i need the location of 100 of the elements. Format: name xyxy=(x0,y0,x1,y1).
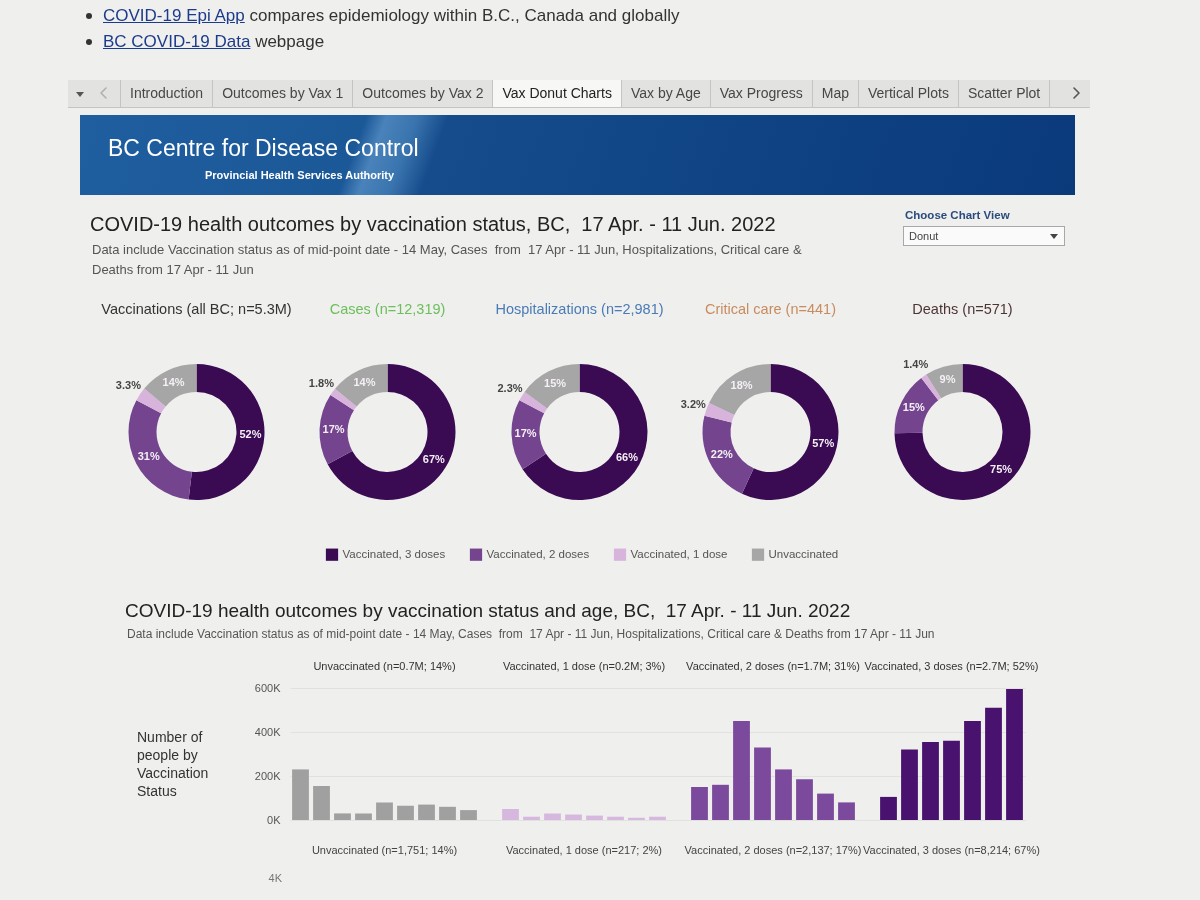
donut-slice xyxy=(894,377,938,434)
bar xyxy=(292,769,309,820)
text: compares epidemiology within B.C., Canada and globally xyxy=(249,6,680,25)
text: COVID-19 health outcomes by vaccination status, BC, 17 Apr. - 11 Jun. 2022 xyxy=(90,213,776,236)
data-label: 14% xyxy=(353,376,376,389)
bar xyxy=(607,816,624,820)
bar xyxy=(565,814,582,820)
data-label: 17% xyxy=(514,427,537,440)
bar xyxy=(838,802,855,820)
data-label: 52% xyxy=(238,428,262,441)
bar xyxy=(817,793,834,820)
bar xyxy=(796,779,813,820)
donut-slice xyxy=(188,364,264,500)
data-label: 18% xyxy=(730,379,753,392)
y-axis-title: Number of people by Vaccination Status xyxy=(137,728,210,800)
bar xyxy=(397,805,414,820)
data-label: 67% xyxy=(422,452,446,465)
donut-slice xyxy=(135,388,166,414)
data-label: 66% xyxy=(615,450,638,463)
donut-slice xyxy=(524,364,579,409)
text: Vaccinated, 1 dose (n=217; 2%) xyxy=(504,844,663,856)
text: Vaccinated, 3 doses (n=8,214; 67%) xyxy=(863,844,1040,856)
chart-title: Cases (n=12,319) xyxy=(329,300,446,317)
bar xyxy=(733,721,750,820)
donut-slice xyxy=(518,391,547,414)
data-label: 3.2% xyxy=(680,397,706,410)
tab: Introduction xyxy=(120,80,213,107)
bar xyxy=(754,747,771,820)
text: Vaccinated, 3 doses (n=2.7M; 52%) xyxy=(864,660,1039,672)
data-label: 9% xyxy=(939,373,956,386)
y-tick-label: 200K xyxy=(254,769,282,782)
tab: Vax by Age xyxy=(620,80,710,107)
bar xyxy=(943,740,960,820)
bar xyxy=(544,813,561,820)
text: COVID-19 Epi App xyxy=(103,6,245,25)
chart-title: Vaccinations (all BC; n=5.3M) xyxy=(100,300,292,317)
legend-label: Vaccinated, 3 doses xyxy=(342,547,445,560)
text: Unvaccinated (n=1,751; 14%) xyxy=(310,844,459,856)
text: Data include Vaccination status as of mid-point date - 14 May, Cases from 17 Apr - 11 Jun, Hospitalizations, Critical care & Deaths from 17 Apr - 11 Jun xyxy=(92,241,803,279)
chart-title: Critical care (n=441) xyxy=(705,300,836,317)
bar xyxy=(649,816,666,820)
data-label: 15% xyxy=(902,401,925,414)
bar xyxy=(880,796,897,820)
bar xyxy=(1006,689,1023,820)
tab: Scatter Plot xyxy=(957,80,1050,107)
donut-slice xyxy=(511,400,546,470)
bar xyxy=(334,813,351,820)
data-label: 1.4% xyxy=(902,357,928,370)
bar xyxy=(418,804,435,820)
tab: Map xyxy=(811,80,858,107)
legend-label: Unvaccinated xyxy=(768,547,838,560)
bar xyxy=(313,785,330,820)
data-label: 2.3% xyxy=(496,381,523,394)
donut-slice xyxy=(128,400,192,500)
data-label: 17% xyxy=(322,422,345,435)
data-label: 75% xyxy=(989,462,1012,475)
donut-slice xyxy=(920,374,941,401)
legend-label: Vaccinated, 1 dose xyxy=(630,547,727,560)
donut-slice xyxy=(704,402,735,423)
data-label: 1.8% xyxy=(308,376,335,389)
text: Data include Vaccination status as of mid-point date - 14 May, Cases from 17 Apr - 11 Jun, Hospitalizations, Critical care & Deaths from 17 Apr - 11 Jun xyxy=(127,627,935,641)
bar xyxy=(901,749,918,820)
y-tick-label: 0K xyxy=(267,813,282,826)
dropdown-field: Donut xyxy=(903,226,1065,246)
bar xyxy=(712,784,729,820)
bar xyxy=(964,721,981,820)
donut-slice xyxy=(319,394,354,465)
data-label: 31% xyxy=(137,450,160,463)
text: Unvaccinated (n=0.7M; 14%) xyxy=(312,660,457,672)
bar xyxy=(586,815,603,820)
bar xyxy=(502,809,519,820)
bar xyxy=(355,813,372,820)
text: Vaccinated, 2 doses (n=1.7M; 31%) xyxy=(686,660,860,672)
tab: Outcomes by Vax 1 xyxy=(212,80,353,107)
y-tick-label: 400K xyxy=(254,725,282,738)
donut-slice xyxy=(702,415,754,494)
donut-slice xyxy=(709,364,771,415)
tab: Vax Donut Charts xyxy=(492,80,621,107)
data-label: 57% xyxy=(812,436,835,449)
tab: Vax Progress xyxy=(709,80,812,107)
text: Vaccinated, 2 doses (n=2,137; 17%) xyxy=(684,844,862,856)
data-label: 14% xyxy=(162,376,185,389)
chart-title: Hospitalizations (n=2,981) xyxy=(494,300,664,317)
bar xyxy=(376,802,393,820)
bar xyxy=(775,769,792,820)
bar xyxy=(439,806,456,820)
y-tick-label: 600K xyxy=(254,681,282,694)
bar xyxy=(523,816,540,820)
text: webpage xyxy=(255,32,325,51)
bar xyxy=(691,787,708,820)
text: 4K xyxy=(267,872,282,884)
chart-title: Deaths (n=571) xyxy=(911,300,1013,317)
text: BC Centre for Disease Control xyxy=(108,135,419,162)
bar xyxy=(628,817,645,820)
bar xyxy=(922,741,939,820)
text: BC COVID-19 Data xyxy=(103,32,251,51)
tab: Vertical Plots xyxy=(857,80,958,107)
text: Choose Chart View xyxy=(905,209,1010,221)
data-label: 15% xyxy=(543,376,566,389)
text: COVID-19 health outcomes by vaccination status and age, BC, 17 Apr. - 11 Jun. 2022 xyxy=(125,600,851,622)
